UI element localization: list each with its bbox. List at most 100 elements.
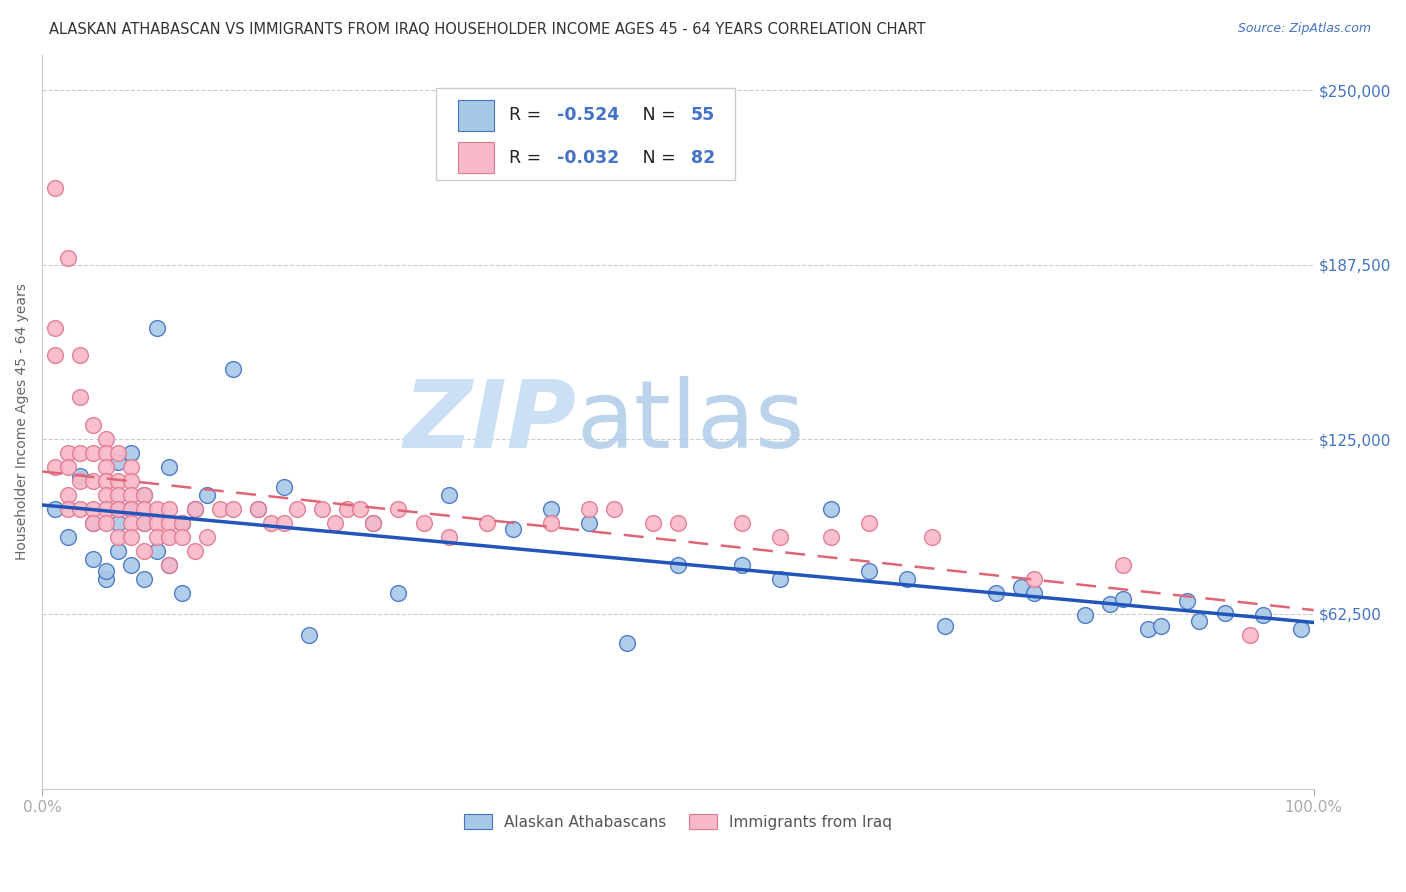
Point [157,460,180,475]
Point [56,446,79,460]
Point [387,586,409,600]
Point [1010,580,1032,594]
Point [730,516,752,530]
Point [107,488,129,502]
Point [1150,619,1173,633]
Point [934,619,956,633]
Point [273,516,295,530]
Point [336,502,359,516]
Point [412,516,434,530]
Point [1022,572,1045,586]
Point [94,572,117,586]
Point [82,552,104,566]
Point [56,488,79,502]
Point [69,502,91,516]
Point [44,181,66,195]
Legend: Alaskan Athabascans, Immigrants from Iraq: Alaskan Athabascans, Immigrants from Ira… [458,807,898,836]
Point [69,391,91,405]
Point [769,530,792,544]
Point [132,488,155,502]
Point [44,349,66,363]
Point [157,558,180,572]
Point [120,488,142,502]
Point [1112,591,1135,606]
Point [170,516,193,530]
Text: ALASKAN ATHABASCAN VS IMMIGRANTS FROM IRAQ HOUSEHOLDER INCOME AGES 45 - 64 YEARS: ALASKAN ATHABASCAN VS IMMIGRANTS FROM IR… [49,22,925,37]
Point [44,502,66,516]
Point [222,502,245,516]
Point [666,558,689,572]
Point [603,502,626,516]
Point [184,544,207,558]
Point [260,516,283,530]
Point [222,362,245,376]
Point [1112,558,1135,572]
Point [197,488,219,502]
Point [323,516,346,530]
Point [209,502,232,516]
Point [170,586,193,600]
Point [56,502,79,516]
Point [120,502,142,516]
Text: atlas: atlas [576,376,804,467]
Point [247,502,270,516]
Point [984,586,1007,600]
Point [82,516,104,530]
Point [641,516,664,530]
Text: R =: R = [509,106,547,124]
Point [1074,608,1097,623]
Y-axis label: Householder Income Ages 45 - 64 years: Householder Income Ages 45 - 64 years [15,284,30,560]
Point [69,468,91,483]
Point [132,572,155,586]
Point [820,502,842,516]
Text: Source: ZipAtlas.com: Source: ZipAtlas.com [1237,22,1371,36]
Point [120,446,142,460]
Point [120,516,142,530]
Point [1175,594,1198,608]
Point [120,460,142,475]
Point [56,460,79,475]
Point [361,516,384,530]
Point [145,544,167,558]
Point [578,502,600,516]
Point [896,572,918,586]
Point [311,502,333,516]
Text: 82: 82 [690,149,714,167]
Point [69,446,91,460]
Point [387,502,409,516]
Point [1239,628,1261,642]
Text: N =: N = [626,149,681,167]
Point [247,502,270,516]
Point [1188,614,1211,628]
Point [437,488,460,502]
FancyBboxPatch shape [458,142,494,173]
Point [477,516,499,530]
Point [132,488,155,502]
Point [1137,622,1160,636]
Point [157,502,180,516]
Point [120,558,142,572]
Point [285,502,308,516]
Point [578,516,600,530]
Text: 55: 55 [690,106,714,124]
Point [107,502,129,516]
Point [921,530,943,544]
FancyBboxPatch shape [458,100,494,131]
Point [120,530,142,544]
Point [120,502,142,516]
Point [1022,586,1045,600]
Point [145,516,167,530]
Point [197,530,219,544]
Text: ZIP: ZIP [404,376,576,467]
Point [273,480,295,494]
Point [132,544,155,558]
Point [132,502,155,516]
Point [69,349,91,363]
Point [666,516,689,530]
Point [107,455,129,469]
Point [94,432,117,446]
Point [157,558,180,572]
Point [349,502,371,516]
Point [616,636,638,650]
Point [107,446,129,460]
